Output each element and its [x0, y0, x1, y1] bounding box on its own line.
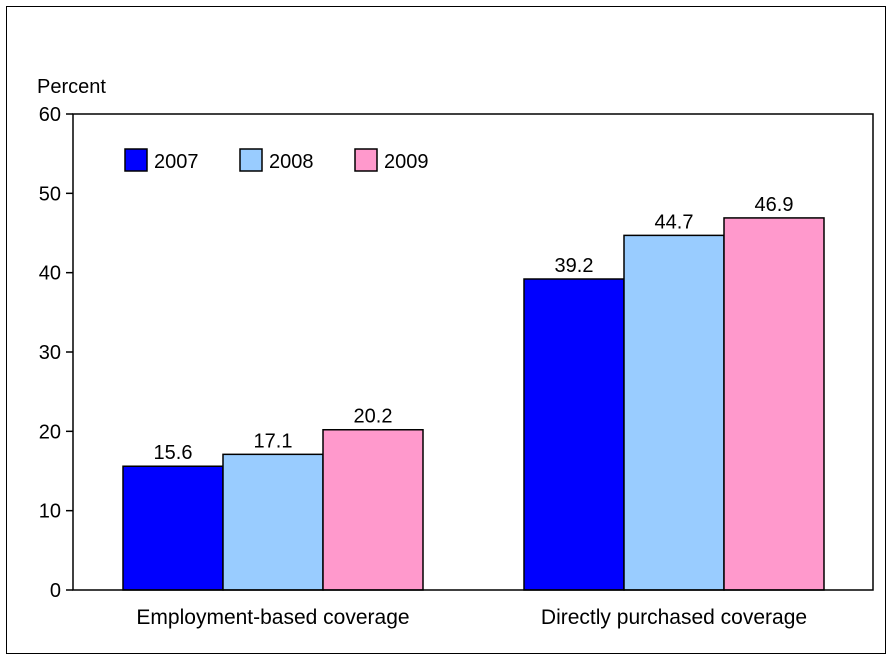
bar-2008-0 [222, 453, 324, 591]
y-tick-label: 20 [39, 421, 61, 443]
legend-label: 2008 [269, 151, 314, 173]
y-tick-label: 60 [39, 104, 61, 126]
legend-swatch-2008 [239, 148, 263, 172]
legend-swatch-2007 [124, 148, 148, 172]
y-axis: 0 10 20 30 40 50 60 [39, 104, 73, 602]
value-label: 39.2 [555, 255, 594, 277]
legend-label: 2007 [154, 151, 199, 173]
plot-area-border [72, 113, 874, 591]
bars [122, 217, 825, 591]
bar-2007-0 [122, 465, 224, 591]
y-tick-label: 30 [39, 342, 61, 364]
y-axis-label: Percent [37, 76, 106, 98]
value-label: 15.6 [154, 442, 193, 464]
legend-label: 2009 [384, 151, 429, 173]
legend: 2007 2008 2009 [124, 148, 429, 173]
bar-2008-1 [623, 234, 725, 591]
y-tick-label: 50 [39, 183, 61, 205]
value-label: 44.7 [655, 211, 694, 233]
value-label: 17.1 [254, 430, 293, 452]
legend-swatch-2009 [354, 148, 378, 172]
y-tick-label: 10 [39, 501, 61, 523]
value-label: 46.9 [755, 194, 794, 216]
bar-2007-1 [523, 278, 625, 591]
x-category-label: Directly purchased coverage [541, 606, 807, 629]
bar-2009-0 [322, 428, 424, 591]
x-axis: Employment-based coverage Directly purcha… [136, 606, 807, 629]
value-labels: 15.6 17.1 20.2 39.2 44.7 46.9 [154, 194, 794, 464]
bar-2009-1 [723, 217, 825, 591]
y-tick-label: 0 [50, 580, 61, 602]
y-tick-label: 40 [39, 263, 61, 285]
x-category-label: Employment-based coverage [136, 606, 409, 629]
value-label: 20.2 [354, 406, 393, 428]
